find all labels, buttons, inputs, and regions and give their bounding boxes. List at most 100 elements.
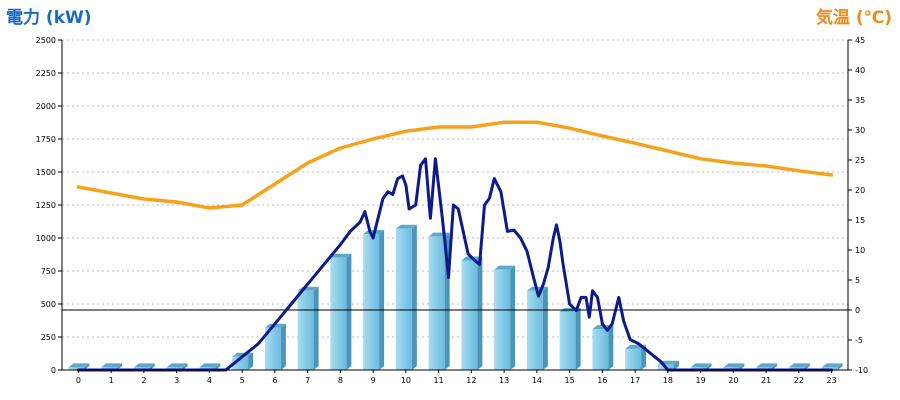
bar-top — [101, 363, 123, 368]
x-tick-label: 22 — [794, 376, 804, 385]
bar-front — [363, 234, 380, 370]
x-tick-label: 23 — [827, 376, 837, 385]
bar-side — [280, 323, 286, 370]
bar-top — [690, 363, 712, 368]
axes: 02505007501000125015001750200022502500-1… — [36, 36, 868, 385]
right-tick-label: 5 — [855, 276, 860, 285]
x-tick-label: 17 — [630, 376, 640, 385]
bar-front — [625, 348, 642, 370]
bar-front — [68, 367, 85, 370]
left-tick-label: 2000 — [36, 102, 56, 111]
bar-side — [510, 265, 516, 370]
power-bar — [592, 325, 614, 370]
x-tick-label: 14 — [532, 376, 542, 385]
x-tick-label: 15 — [565, 376, 575, 385]
bar-top — [133, 363, 155, 368]
bar-side — [346, 253, 352, 370]
power-bar — [330, 253, 352, 370]
bar-side — [641, 344, 647, 370]
power-bar — [494, 265, 516, 370]
right-tick-label: 0 — [855, 306, 860, 315]
x-tick-label: 21 — [761, 376, 771, 385]
right-tick-label: 30 — [855, 126, 865, 135]
bar-side — [215, 363, 221, 370]
left-tick-label: 2500 — [36, 36, 56, 45]
power-line-series — [76, 157, 834, 372]
left-tick-label: 250 — [41, 333, 56, 342]
power-bar — [461, 256, 483, 370]
bar-side — [542, 286, 548, 370]
right-axis-title: 気温 (℃) — [815, 8, 892, 28]
bar-side — [313, 286, 319, 370]
power-bar — [428, 232, 450, 370]
power-bar — [363, 230, 385, 370]
x-tick-label: 10 — [401, 376, 411, 385]
bar-top — [788, 363, 810, 368]
left-axis-title: 電力 (kW) — [6, 8, 92, 28]
left-tick-label: 1000 — [36, 234, 56, 243]
x-tick-label: 18 — [663, 376, 673, 385]
bar-top — [330, 253, 352, 258]
bar-side — [117, 363, 123, 370]
power-bar — [68, 363, 90, 370]
x-tick-label: 8 — [338, 376, 343, 385]
power-bar — [395, 224, 417, 370]
bar-top — [756, 363, 778, 368]
right-tick-label: 45 — [855, 36, 865, 45]
bar-top — [68, 363, 90, 368]
temperature-series — [76, 120, 834, 210]
bar-top — [494, 265, 516, 270]
bar-front — [395, 228, 412, 370]
bar-front — [494, 269, 511, 370]
bar-side — [379, 230, 385, 370]
bar-top — [264, 323, 286, 328]
bar-front — [297, 290, 314, 370]
power-bar — [264, 323, 286, 370]
bar-front — [461, 260, 478, 370]
right-tick-label: 35 — [855, 96, 865, 105]
bar-side — [804, 363, 810, 370]
bar-side — [411, 224, 417, 370]
power-line — [76, 157, 834, 372]
bar-side — [477, 256, 483, 370]
bar-top — [821, 363, 843, 368]
x-tick-label: 13 — [499, 376, 509, 385]
power-bar — [625, 344, 647, 370]
left-tick-label: 0 — [51, 366, 56, 375]
power-bar — [297, 286, 319, 370]
bar-side — [248, 352, 254, 370]
bar-side — [608, 325, 614, 370]
x-tick-label: 1 — [109, 376, 114, 385]
x-tick-label: 12 — [466, 376, 476, 385]
bar-top — [166, 363, 188, 368]
bar-side — [84, 363, 90, 370]
bar-front — [264, 327, 281, 370]
right-tick-label: 10 — [855, 246, 865, 255]
bar-side — [837, 363, 843, 370]
x-tick-label: 19 — [696, 376, 706, 385]
right-tick-label: 20 — [855, 186, 865, 195]
left-tick-label: 1250 — [36, 201, 56, 210]
bar-top — [395, 224, 417, 229]
x-tick-label: 2 — [141, 376, 146, 385]
left-tick-label: 1500 — [36, 168, 56, 177]
right-tick-label: -10 — [855, 366, 868, 375]
bar-side — [706, 363, 712, 370]
bar-side — [772, 363, 778, 370]
power-bar — [559, 307, 581, 370]
bar-side — [739, 363, 745, 370]
x-tick-label: 7 — [305, 376, 310, 385]
right-tick-label: 15 — [855, 216, 865, 225]
x-tick-label: 4 — [207, 376, 212, 385]
bar-front — [330, 257, 347, 370]
x-tick-label: 20 — [728, 376, 738, 385]
bar-side — [673, 360, 679, 370]
x-tick-label: 11 — [434, 376, 444, 385]
x-tick-label: 5 — [240, 376, 245, 385]
x-tick-label: 6 — [272, 376, 277, 385]
left-tick-label: 1750 — [36, 135, 56, 144]
x-tick-label: 9 — [371, 376, 376, 385]
power-bar — [526, 286, 548, 370]
right-tick-label: -5 — [855, 336, 863, 345]
